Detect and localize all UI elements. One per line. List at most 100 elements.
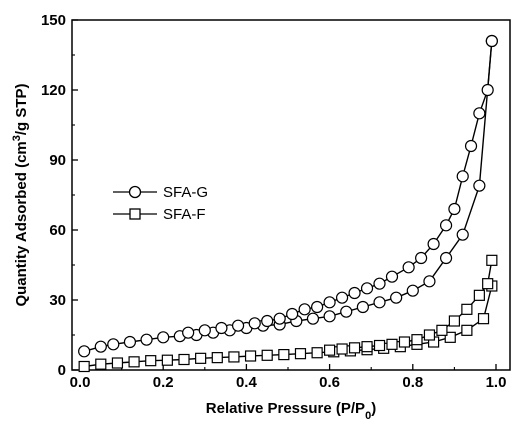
- point-sfa-g-adsorption: [306, 312, 320, 325]
- point-sfa-f-adsorption: [111, 357, 124, 369]
- point-sfa-g-adsorption: [439, 251, 453, 265]
- point-sfa-f-adsorption: [78, 360, 90, 373]
- point-sfa-g-desorption: [286, 307, 299, 321]
- point-sfa-g-desorption: [335, 291, 349, 304]
- legend-item-sfa-g: SFA-G: [113, 184, 208, 201]
- point-sfa-g-desorption: [323, 296, 336, 309]
- point-sfa-g-desorption: [261, 314, 274, 328]
- point-sfa-f-adsorption: [278, 349, 290, 361]
- point-sfa-g-adsorption: [473, 179, 486, 192]
- point-sfa-f-adsorption: [145, 355, 157, 367]
- legend-item-sfa-f: SFA-F: [113, 206, 206, 223]
- point-sfa-f-adsorption: [244, 350, 257, 362]
- y-axis-label: Quantity Adsorbed (cm3/g STP): [11, 83, 30, 306]
- point-sfa-g-adsorption: [157, 331, 170, 344]
- point-sfa-g-adsorption: [340, 305, 353, 318]
- point-sfa-f-adsorption: [128, 356, 140, 368]
- axis-ticks: 0.0 0.2 0.4 0.6 0.8 1.0 0 30 60 90 120 150: [41, 12, 506, 391]
- point-sfa-g-desorption: [231, 319, 245, 332]
- legend-label-sfa-g: SFA-G: [163, 184, 208, 201]
- point-sfa-g-desorption: [481, 83, 494, 97]
- point-sfa-g-adsorption: [78, 345, 91, 358]
- point-sfa-g-adsorption: [94, 340, 107, 353]
- point-sfa-f-desorption: [398, 336, 411, 348]
- x-tick-label: 0.8: [402, 374, 423, 391]
- point-sfa-f-desorption: [436, 324, 448, 336]
- point-sfa-g-desorption: [373, 277, 386, 290]
- point-sfa-f-desorption: [482, 278, 494, 290]
- point-sfa-g-desorption: [485, 34, 498, 48]
- point-sfa-g-adsorption: [373, 296, 386, 309]
- y-tick-label: 30: [49, 292, 66, 309]
- x-axis-label: Relative Pressure (P/P0): [206, 400, 376, 422]
- y-tick-label: 0: [58, 362, 66, 379]
- point-sfa-g-adsorption: [356, 300, 369, 314]
- point-sfa-f-adsorption: [195, 352, 207, 364]
- legend-label-sfa-f: SFA-F: [163, 206, 206, 223]
- point-sfa-g-desorption: [385, 270, 399, 283]
- legend-marker-sfa-f: [129, 208, 141, 220]
- point-sfa-g-adsorption: [406, 284, 419, 297]
- point-sfa-g-adsorption: [423, 275, 436, 288]
- point-sfa-f-adsorption: [211, 352, 223, 364]
- point-sfa-g-desorption: [360, 282, 374, 295]
- point-sfa-g-desorption: [311, 300, 324, 314]
- point-sfa-f-adsorption: [228, 351, 240, 363]
- point-sfa-f-adsorption: [95, 358, 107, 370]
- point-sfa-g-desorption: [248, 317, 261, 330]
- point-sfa-f-desorption: [361, 341, 373, 353]
- point-sfa-g-desorption: [182, 326, 195, 339]
- point-sfa-f-desorption: [373, 339, 386, 352]
- point-sfa-g-adsorption: [123, 335, 137, 349]
- point-sfa-g-adsorption: [107, 338, 120, 351]
- y-tick-label: 120: [41, 82, 66, 99]
- point-sfa-g-desorption: [456, 170, 469, 183]
- point-sfa-f-adsorption: [261, 349, 273, 361]
- point-sfa-g-desorption: [273, 312, 286, 325]
- point-sfa-g-desorption: [427, 237, 440, 251]
- point-sfa-f-desorption: [423, 329, 436, 341]
- point-sfa-g-desorption: [198, 324, 211, 337]
- point-sfa-g-desorption: [439, 219, 453, 232]
- point-sfa-f-adsorption: [477, 313, 490, 325]
- point-sfa-g-adsorption: [323, 310, 336, 323]
- point-sfa-g-desorption: [298, 303, 311, 316]
- point-sfa-g-desorption: [215, 321, 228, 335]
- point-sfa-f-adsorption: [461, 324, 473, 336]
- point-sfa-f-adsorption: [294, 348, 307, 360]
- point-sfa-g-desorption: [348, 286, 361, 300]
- point-sfa-f-adsorption: [161, 354, 173, 366]
- point-sfa-f-desorption: [411, 334, 423, 346]
- point-sfa-f-desorption: [473, 289, 485, 301]
- point-sfa-g-desorption: [415, 251, 428, 265]
- point-sfa-f-desorption: [324, 344, 336, 356]
- series-markers: [78, 34, 498, 373]
- point-sfa-g-desorption: [402, 261, 415, 274]
- y-tick-label: 90: [49, 152, 66, 169]
- series-line-sfa-g-desorption: [188, 40, 493, 334]
- point-sfa-g-desorption: [473, 107, 486, 120]
- point-sfa-f-desorption: [336, 343, 348, 355]
- x-tick-label: 0.2: [153, 374, 174, 391]
- x-tick-label: 0.4: [236, 374, 258, 391]
- y-tick-label: 60: [49, 222, 66, 239]
- point-sfa-f-desorption: [448, 315, 460, 327]
- series-line-sfa-g-adsorption: [84, 40, 493, 352]
- point-sfa-f-adsorption: [178, 353, 190, 366]
- x-tick-label: 0.0: [70, 374, 91, 391]
- point-sfa-f-desorption: [461, 303, 473, 315]
- point-sfa-f-adsorption: [311, 347, 323, 359]
- x-tick-label: 0.6: [319, 374, 340, 391]
- point-sfa-g-adsorption: [140, 333, 153, 346]
- x-tick-label: 1.0: [486, 374, 507, 391]
- point-sfa-g-desorption: [448, 202, 461, 216]
- legend: SFA-G SFA-F: [113, 184, 208, 223]
- point-sfa-g-adsorption: [390, 291, 403, 304]
- point-sfa-f-desorption: [386, 338, 398, 350]
- point-sfa-f-desorption: [348, 342, 361, 354]
- point-sfa-g-adsorption: [456, 228, 469, 241]
- point-sfa-g-desorption: [464, 139, 478, 153]
- legend-marker-sfa-g: [128, 185, 142, 199]
- y-tick-label: 150: [41, 12, 66, 29]
